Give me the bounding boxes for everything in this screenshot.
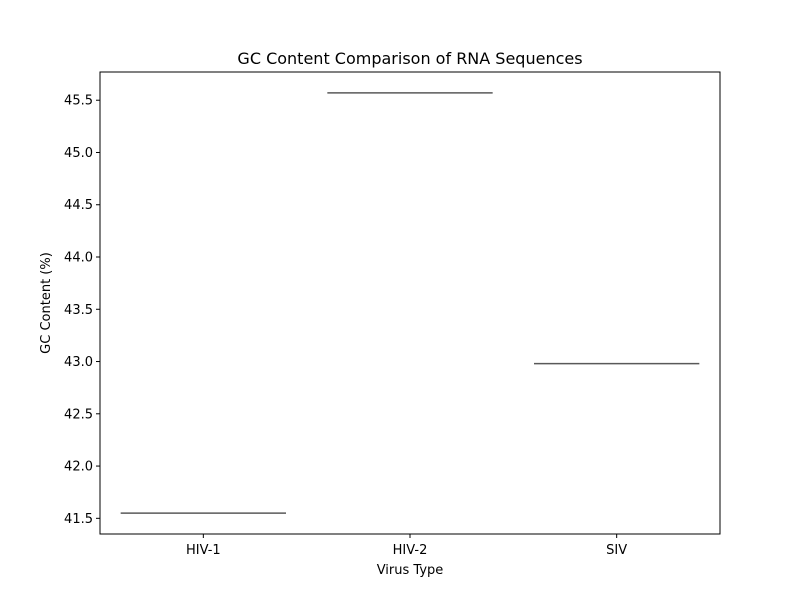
y-axis-ticks: 41.5 42.0 42.5 43.0 43.5 44.0 44.5 45.0 45.5: [64, 94, 100, 527]
x-tick-label: SIV: [606, 543, 627, 558]
x-tick-label: HIV-1: [186, 543, 221, 558]
chart-title: GC Content Comparison of RNA Sequences: [237, 49, 582, 68]
y-axis-label: GC Content (%): [39, 252, 54, 354]
y-tick-label: 45.5: [64, 94, 93, 109]
y-tick-label: 45.0: [64, 146, 93, 161]
y-tick-label: 42.5: [64, 407, 93, 422]
box-plot-marks: [120, 92, 700, 514]
y-tick-label: 41.5: [64, 512, 93, 527]
y-tick-label: 42.0: [64, 460, 93, 475]
x-axis-ticks: HIV-1 HIV-2 SIV: [186, 534, 627, 558]
x-axis-label: Virus Type: [377, 563, 444, 578]
y-tick-label: 43.0: [64, 355, 93, 370]
y-tick-label: 44.0: [64, 251, 93, 266]
x-tick-label: HIV-2: [393, 543, 428, 558]
y-tick-label: 43.5: [64, 303, 93, 318]
y-tick-label: 44.5: [64, 198, 93, 213]
plot-area-frame: [99, 71, 721, 535]
